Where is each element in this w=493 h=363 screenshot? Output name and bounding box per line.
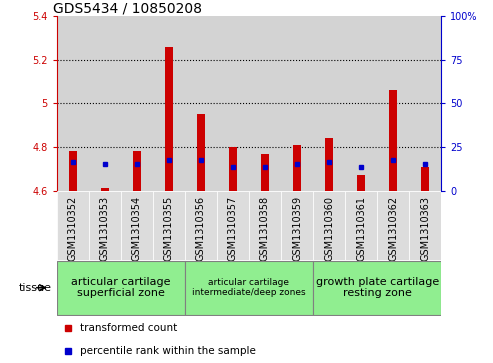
- Bar: [89, 191, 121, 260]
- Bar: [281, 16, 313, 191]
- Bar: [185, 16, 217, 191]
- Bar: [185, 261, 313, 315]
- Bar: [101, 188, 109, 191]
- Text: percentile rank within the sample: percentile rank within the sample: [80, 346, 256, 356]
- Bar: [89, 16, 121, 191]
- Bar: [281, 191, 313, 260]
- Text: GSM1310353: GSM1310353: [100, 196, 110, 261]
- Bar: [217, 16, 249, 191]
- Text: GSM1310354: GSM1310354: [132, 196, 142, 261]
- Bar: [345, 191, 377, 260]
- Bar: [357, 175, 365, 191]
- Bar: [121, 191, 153, 260]
- Bar: [377, 191, 409, 260]
- Text: tissue: tissue: [19, 283, 52, 293]
- Text: GSM1310361: GSM1310361: [356, 196, 366, 261]
- Text: articular cartilage
superficial zone: articular cartilage superficial zone: [71, 277, 171, 298]
- Text: transformed count: transformed count: [80, 323, 177, 333]
- Bar: [313, 191, 345, 260]
- Bar: [185, 191, 217, 260]
- Bar: [217, 191, 249, 260]
- Bar: [249, 16, 281, 191]
- Bar: [57, 16, 89, 191]
- Bar: [153, 16, 185, 191]
- Text: articular cartilage
intermediate/deep zones: articular cartilage intermediate/deep zo…: [192, 278, 306, 297]
- Bar: [57, 261, 185, 315]
- Text: GSM1310363: GSM1310363: [420, 196, 430, 261]
- Bar: [229, 147, 237, 191]
- Bar: [197, 114, 205, 191]
- Bar: [261, 154, 269, 191]
- Bar: [409, 191, 441, 260]
- Text: GSM1310359: GSM1310359: [292, 196, 302, 261]
- Bar: [313, 16, 345, 191]
- Bar: [389, 90, 397, 191]
- Text: GSM1310362: GSM1310362: [388, 196, 398, 261]
- Bar: [249, 191, 281, 260]
- Text: GSM1310358: GSM1310358: [260, 196, 270, 261]
- Text: GSM1310356: GSM1310356: [196, 196, 206, 261]
- Bar: [57, 191, 89, 260]
- Bar: [313, 261, 441, 315]
- Bar: [345, 16, 377, 191]
- Bar: [153, 191, 185, 260]
- Text: GSM1310352: GSM1310352: [68, 196, 78, 261]
- Bar: [69, 151, 77, 191]
- Text: GSM1310355: GSM1310355: [164, 196, 174, 261]
- Text: GSM1310360: GSM1310360: [324, 196, 334, 261]
- Bar: [133, 151, 141, 191]
- Text: GSM1310357: GSM1310357: [228, 196, 238, 261]
- Bar: [165, 47, 173, 191]
- Text: growth plate cartilage
resting zone: growth plate cartilage resting zone: [316, 277, 439, 298]
- Bar: [121, 16, 153, 191]
- Bar: [421, 167, 429, 191]
- Text: GDS5434 / 10850208: GDS5434 / 10850208: [53, 1, 202, 15]
- Bar: [325, 138, 333, 191]
- Bar: [293, 145, 301, 191]
- Bar: [377, 16, 409, 191]
- Bar: [409, 16, 441, 191]
